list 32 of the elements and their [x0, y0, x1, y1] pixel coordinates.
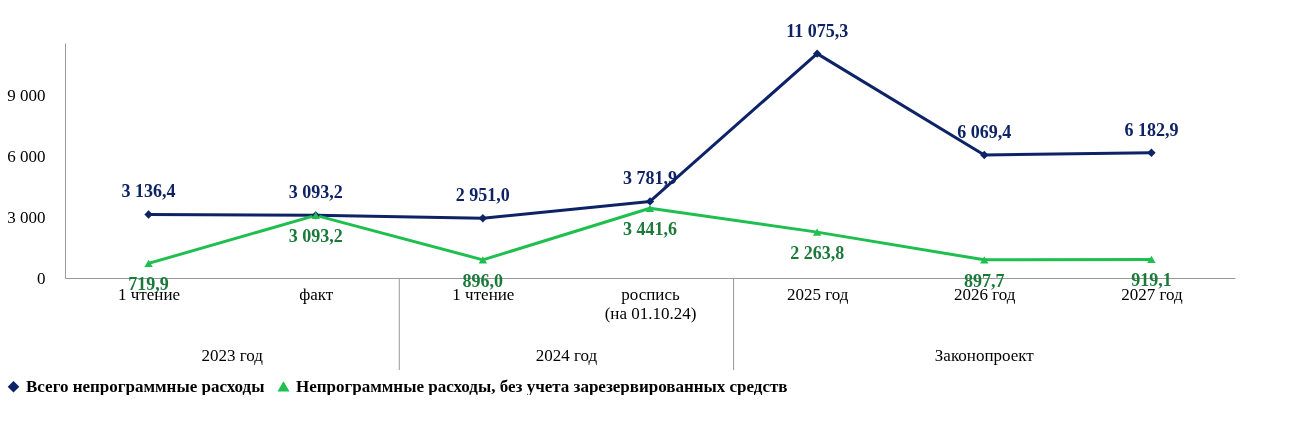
point: [144, 259, 153, 268]
text: Законопроект: [934, 346, 1035, 365]
point: [980, 150, 989, 160]
y-tick-label: 3 000: [7, 207, 46, 227]
data-label: 2 263,8: [790, 243, 845, 264]
legend-label: Всего непрограммные расходы: [26, 376, 265, 396]
point: [144, 210, 153, 219]
data-label: 2 951,0: [455, 185, 510, 206]
point: [645, 197, 655, 206]
text: 2023 год: [201, 346, 264, 365]
text: 2024 год: [535, 346, 598, 365]
y-tick-label: 6 000: [7, 146, 46, 166]
point: [645, 204, 655, 212]
x-tick-label: роспись (на 01.10.24): [604, 284, 697, 323]
data-label: 6 182,9: [1124, 119, 1179, 140]
x-tick-label: 2025 год: [786, 284, 849, 304]
point: [812, 49, 822, 58]
y-tick-label: 0: [37, 268, 46, 288]
point: [1147, 255, 1156, 263]
y-tick-label: 9 000: [7, 86, 46, 106]
data-label: 11 075,3: [786, 20, 849, 41]
point: [1147, 148, 1156, 157]
data-label: 3 441,6: [623, 219, 677, 240]
point: [478, 214, 488, 223]
data-label: 3 093,2: [288, 182, 343, 203]
data-label: 3 136,4: [121, 181, 176, 202]
point: [812, 228, 822, 236]
data-label: 3 093,2: [288, 226, 343, 247]
data-label: 6 069,4: [957, 122, 1012, 143]
legend-label: Непрограммные расходы, без учета зарезервированных средств: [296, 376, 788, 396]
x-tick-label: факт: [299, 284, 334, 304]
data-label: 3 781,9: [623, 168, 677, 189]
